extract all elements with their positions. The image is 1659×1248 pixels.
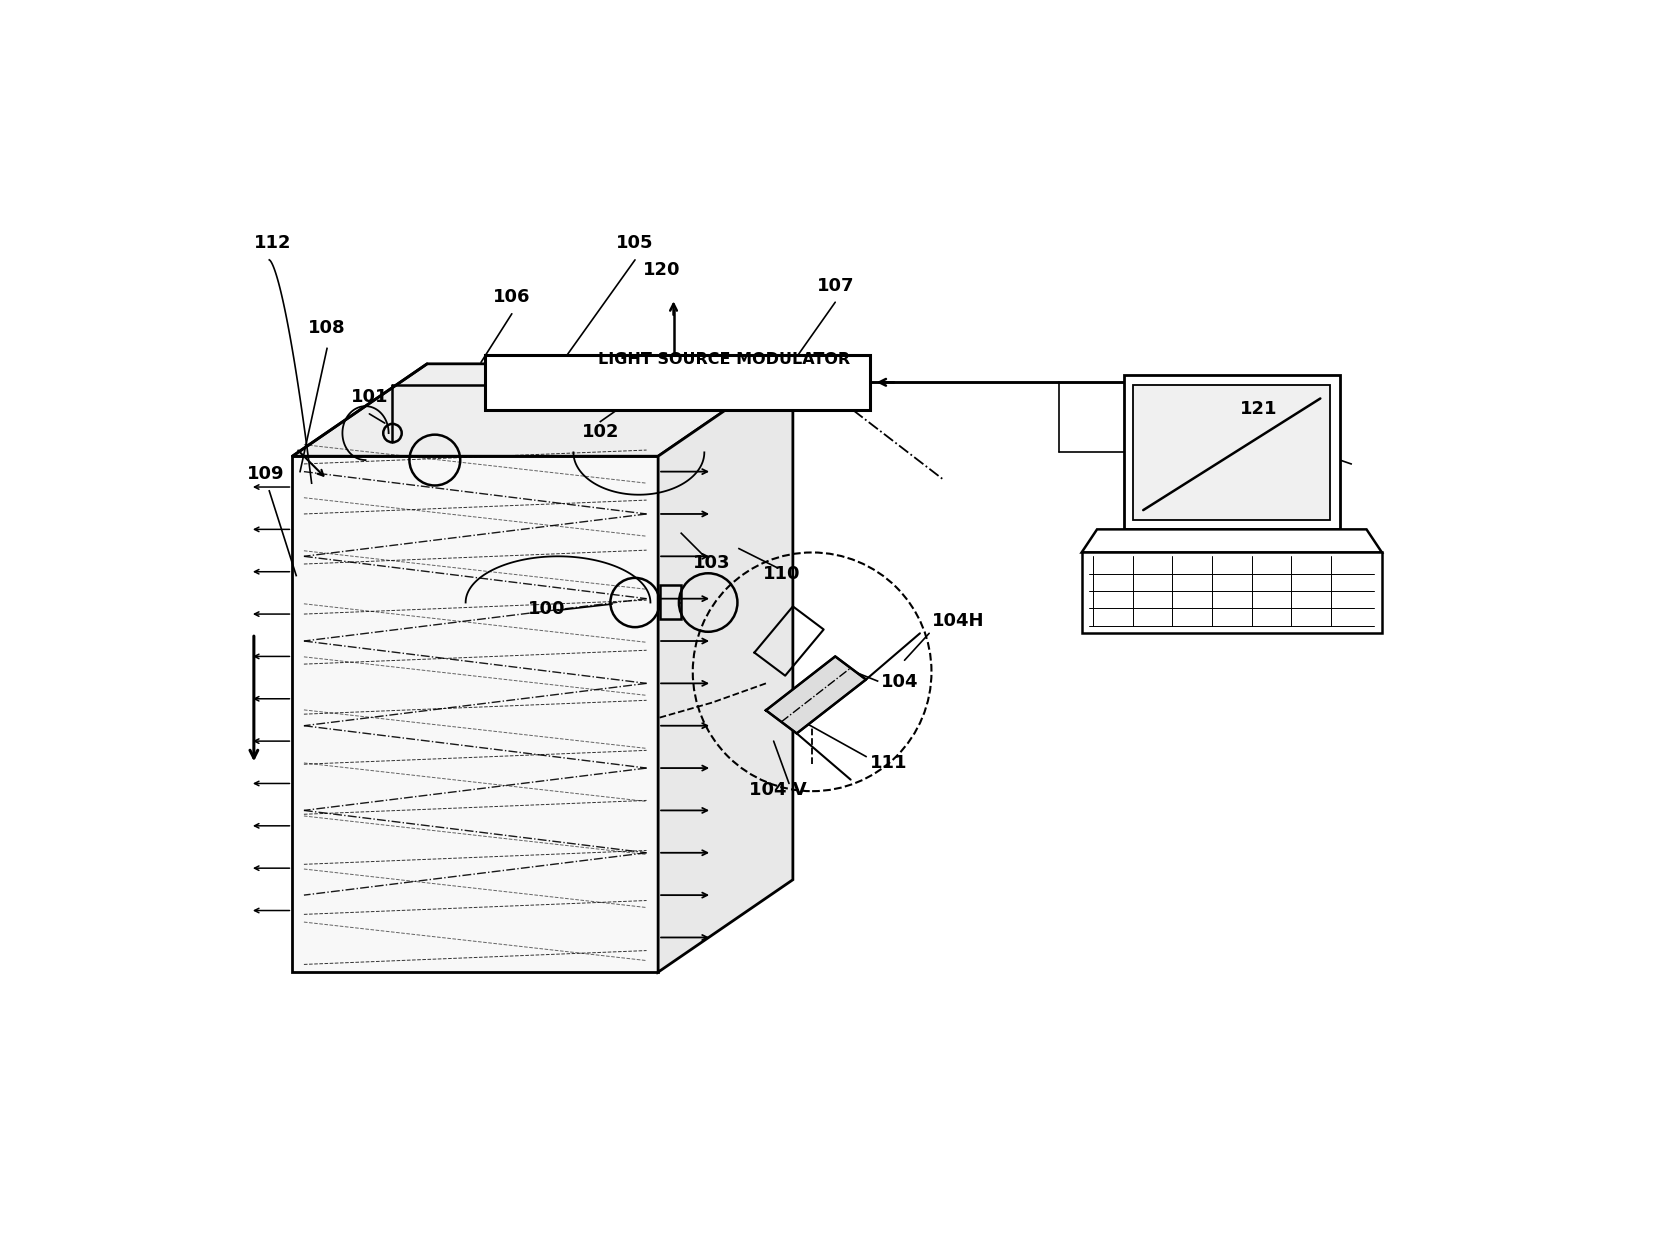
Bar (484, 354, 869, 411)
Bar (1133, 384, 1331, 520)
Text: 104 V: 104 V (748, 781, 806, 799)
Text: 109: 109 (247, 466, 284, 483)
Text: 121: 121 (1239, 399, 1277, 418)
Text: 111: 111 (869, 754, 907, 773)
Text: 107: 107 (816, 277, 854, 295)
Bar (1082, 553, 1382, 633)
Text: 106: 106 (493, 288, 531, 306)
Text: LIGHT SOURCE MODULATOR: LIGHT SOURCE MODULATOR (597, 352, 849, 367)
Text: 112: 112 (254, 235, 292, 252)
Polygon shape (766, 656, 866, 734)
Bar (1123, 376, 1339, 529)
Polygon shape (1082, 529, 1382, 553)
Bar (660, 585, 682, 619)
Text: 104: 104 (881, 673, 919, 691)
Text: 105: 105 (615, 235, 654, 252)
Text: 100: 100 (528, 600, 566, 618)
Text: 108: 108 (309, 319, 345, 337)
Text: 110: 110 (763, 565, 800, 583)
Text: 104H: 104H (931, 612, 984, 630)
Text: 101: 101 (350, 388, 388, 407)
Text: 103: 103 (693, 554, 730, 572)
Polygon shape (292, 457, 659, 972)
Text: 102: 102 (582, 423, 619, 441)
Polygon shape (292, 364, 793, 457)
Polygon shape (659, 364, 793, 972)
Text: 120: 120 (644, 261, 680, 280)
